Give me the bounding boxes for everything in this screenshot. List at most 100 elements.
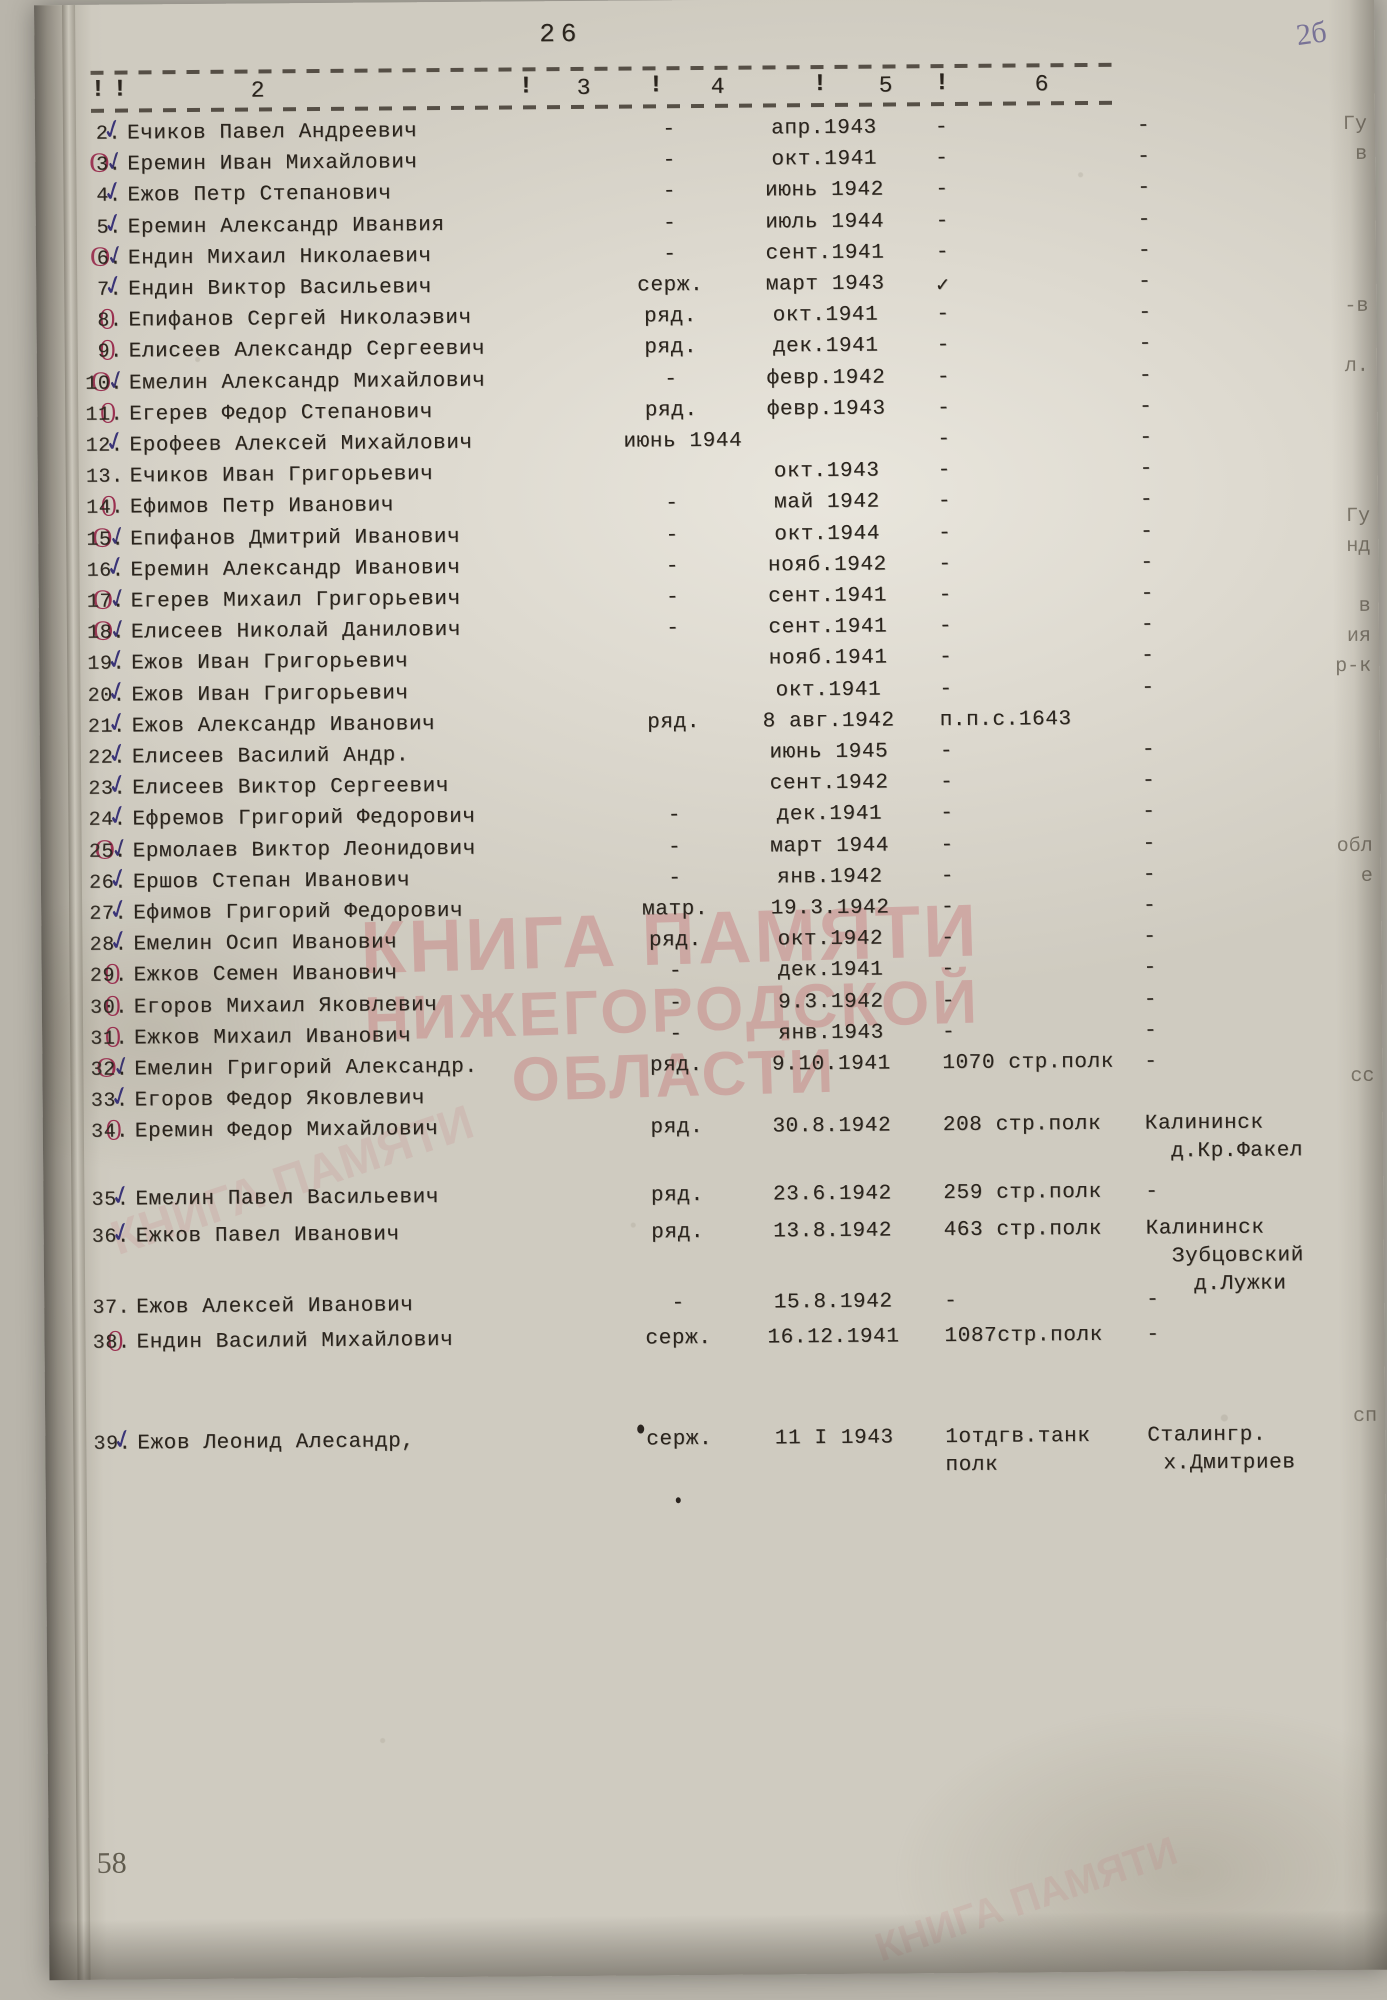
row-unit: 1отдгв.танк bbox=[945, 1425, 1091, 1450]
row-rank: - bbox=[664, 367, 678, 391]
row-index: 7. bbox=[96, 278, 123, 302]
row-date: дек.1941 bbox=[772, 335, 879, 359]
row-date: дек.1941 bbox=[777, 959, 884, 983]
row-rank: - bbox=[667, 835, 682, 859]
ink-dot bbox=[637, 1424, 645, 1434]
row-place: - bbox=[1140, 582, 1154, 606]
row-unit: - bbox=[938, 615, 953, 639]
row-unit: - bbox=[944, 1290, 958, 1314]
row-index: 11. bbox=[85, 403, 124, 427]
row-rank: - bbox=[662, 149, 676, 173]
row-index: 15. bbox=[86, 528, 125, 552]
row-index: 12. bbox=[85, 434, 124, 458]
row-name: Ендин Виктор Васильевич bbox=[128, 276, 432, 302]
row-name: Епифанов Дмитрий Иванович bbox=[130, 525, 461, 552]
row-date: апр.1943 bbox=[771, 116, 877, 141]
row-name: Емелин Александр Михайлович bbox=[128, 369, 486, 396]
row-date: июнь 1945 bbox=[769, 740, 889, 765]
row-place: - bbox=[1137, 208, 1152, 232]
row-name: Ендин Михаил Николаевич bbox=[127, 244, 432, 271]
row-date: сент.1941 bbox=[768, 584, 888, 609]
row-date: 15.8.1942 bbox=[773, 1290, 893, 1315]
row-name: Егерев Михаил Григорьевич bbox=[130, 587, 461, 614]
row-index: 16. bbox=[86, 559, 125, 583]
bleed-through-fragment: р-к bbox=[1335, 654, 1372, 679]
col-header-6: 6 bbox=[1034, 71, 1050, 98]
row-unit: - bbox=[940, 771, 954, 795]
row-rank: - bbox=[665, 586, 680, 610]
row-place: - bbox=[1137, 145, 1151, 169]
row-date: март 1944 bbox=[770, 834, 890, 859]
row-place: - bbox=[1137, 239, 1152, 263]
row-unit: - bbox=[935, 178, 949, 202]
col-sep-3: ! bbox=[648, 72, 664, 100]
row-unit: - bbox=[938, 521, 952, 545]
row-name: Емелин Осип Иванович bbox=[133, 931, 398, 957]
row-place: - bbox=[1146, 1323, 1160, 1347]
bleed-through-fragment: нд bbox=[1346, 534, 1371, 558]
row-rank: - bbox=[668, 960, 683, 984]
col-header-4: 4 bbox=[710, 73, 726, 100]
row-name: Ерофеев Алексей Михайлович bbox=[129, 431, 473, 458]
row-date: окт.1944 bbox=[774, 522, 881, 547]
row-name: Елисеев Николай Данилович bbox=[130, 619, 462, 645]
row-index: 26. bbox=[89, 871, 128, 895]
row-date: янв.1942 bbox=[776, 865, 883, 890]
row-place: - bbox=[1141, 644, 1155, 668]
row-index: 34. bbox=[90, 1120, 129, 1145]
row-date: 23.6.1942 bbox=[772, 1182, 892, 1207]
bleed-through-fragment: сп bbox=[1353, 1404, 1378, 1428]
row-index: 25. bbox=[88, 840, 127, 864]
bleed-through-fragment: Гу bbox=[1345, 504, 1371, 528]
row-index: 6. bbox=[96, 247, 123, 271]
row-place-continuation: полк bbox=[945, 1454, 999, 1478]
row-rank: - bbox=[667, 804, 682, 828]
row-unit: - bbox=[937, 396, 951, 420]
col-sep-2: ! bbox=[518, 73, 534, 101]
row-unit: - bbox=[940, 864, 955, 888]
row-name: Ежов Александр Иванович bbox=[131, 712, 436, 739]
row-rank: ряд. bbox=[647, 710, 701, 735]
row-place: Калининск bbox=[1144, 1112, 1264, 1136]
row-date: февр.1943 bbox=[766, 397, 886, 422]
row-date: 13.8.1942 bbox=[773, 1219, 893, 1244]
row-index: 17. bbox=[86, 590, 125, 614]
bottom-stamp-number: 58 bbox=[96, 1846, 127, 1880]
row-date: 9.10.1941 bbox=[771, 1052, 891, 1077]
ink-dot bbox=[675, 1497, 681, 1504]
row-index: 13. bbox=[85, 465, 124, 490]
row-name: Ечиков Павел Андреевич bbox=[126, 120, 418, 146]
row-place: - bbox=[1137, 176, 1151, 200]
row-rank: - bbox=[669, 1022, 683, 1047]
row-place: Сталингр. bbox=[1147, 1424, 1267, 1448]
row-date: окт.1941 bbox=[771, 147, 878, 172]
row-place: - bbox=[1140, 551, 1154, 575]
row-date: июль 1944 bbox=[765, 210, 885, 235]
row-date: май 1942 bbox=[774, 491, 880, 515]
row-rank: - bbox=[665, 555, 680, 579]
table-row: O 38. Ендин Василий Михайлович серж. 16.12.1… bbox=[44, 1322, 1384, 1364]
row-rank: - bbox=[669, 991, 683, 1015]
row-unit: - bbox=[942, 1020, 956, 1044]
row-unit: 208 стр.полк bbox=[942, 1113, 1102, 1138]
row-index: 37. bbox=[92, 1296, 131, 1320]
row-name: Егоров Федор Яковлевич bbox=[134, 1087, 426, 1113]
row-index: 28. bbox=[89, 933, 128, 958]
row-place: - bbox=[1142, 800, 1156, 824]
bleed-through-fragment: обл bbox=[1336, 834, 1373, 859]
row-rank: ряд. bbox=[651, 1220, 705, 1245]
row-place-continuation: Зубцовский bbox=[1171, 1244, 1305, 1269]
row-rank: серж. bbox=[637, 274, 704, 298]
row-place: - bbox=[1142, 832, 1156, 856]
row-unit: 1087стр.полк bbox=[944, 1324, 1104, 1349]
row-unit: - bbox=[941, 989, 956, 1013]
row-unit: - bbox=[941, 958, 955, 982]
row-place: - bbox=[1142, 769, 1156, 793]
row-date: 30.8.1942 bbox=[772, 1114, 892, 1139]
row-rank: - bbox=[666, 617, 680, 641]
row-rank: - bbox=[665, 492, 679, 516]
row-index: 18. bbox=[87, 621, 126, 646]
row-unit: - bbox=[935, 209, 950, 233]
row-rank: ряд. bbox=[650, 1116, 704, 1140]
